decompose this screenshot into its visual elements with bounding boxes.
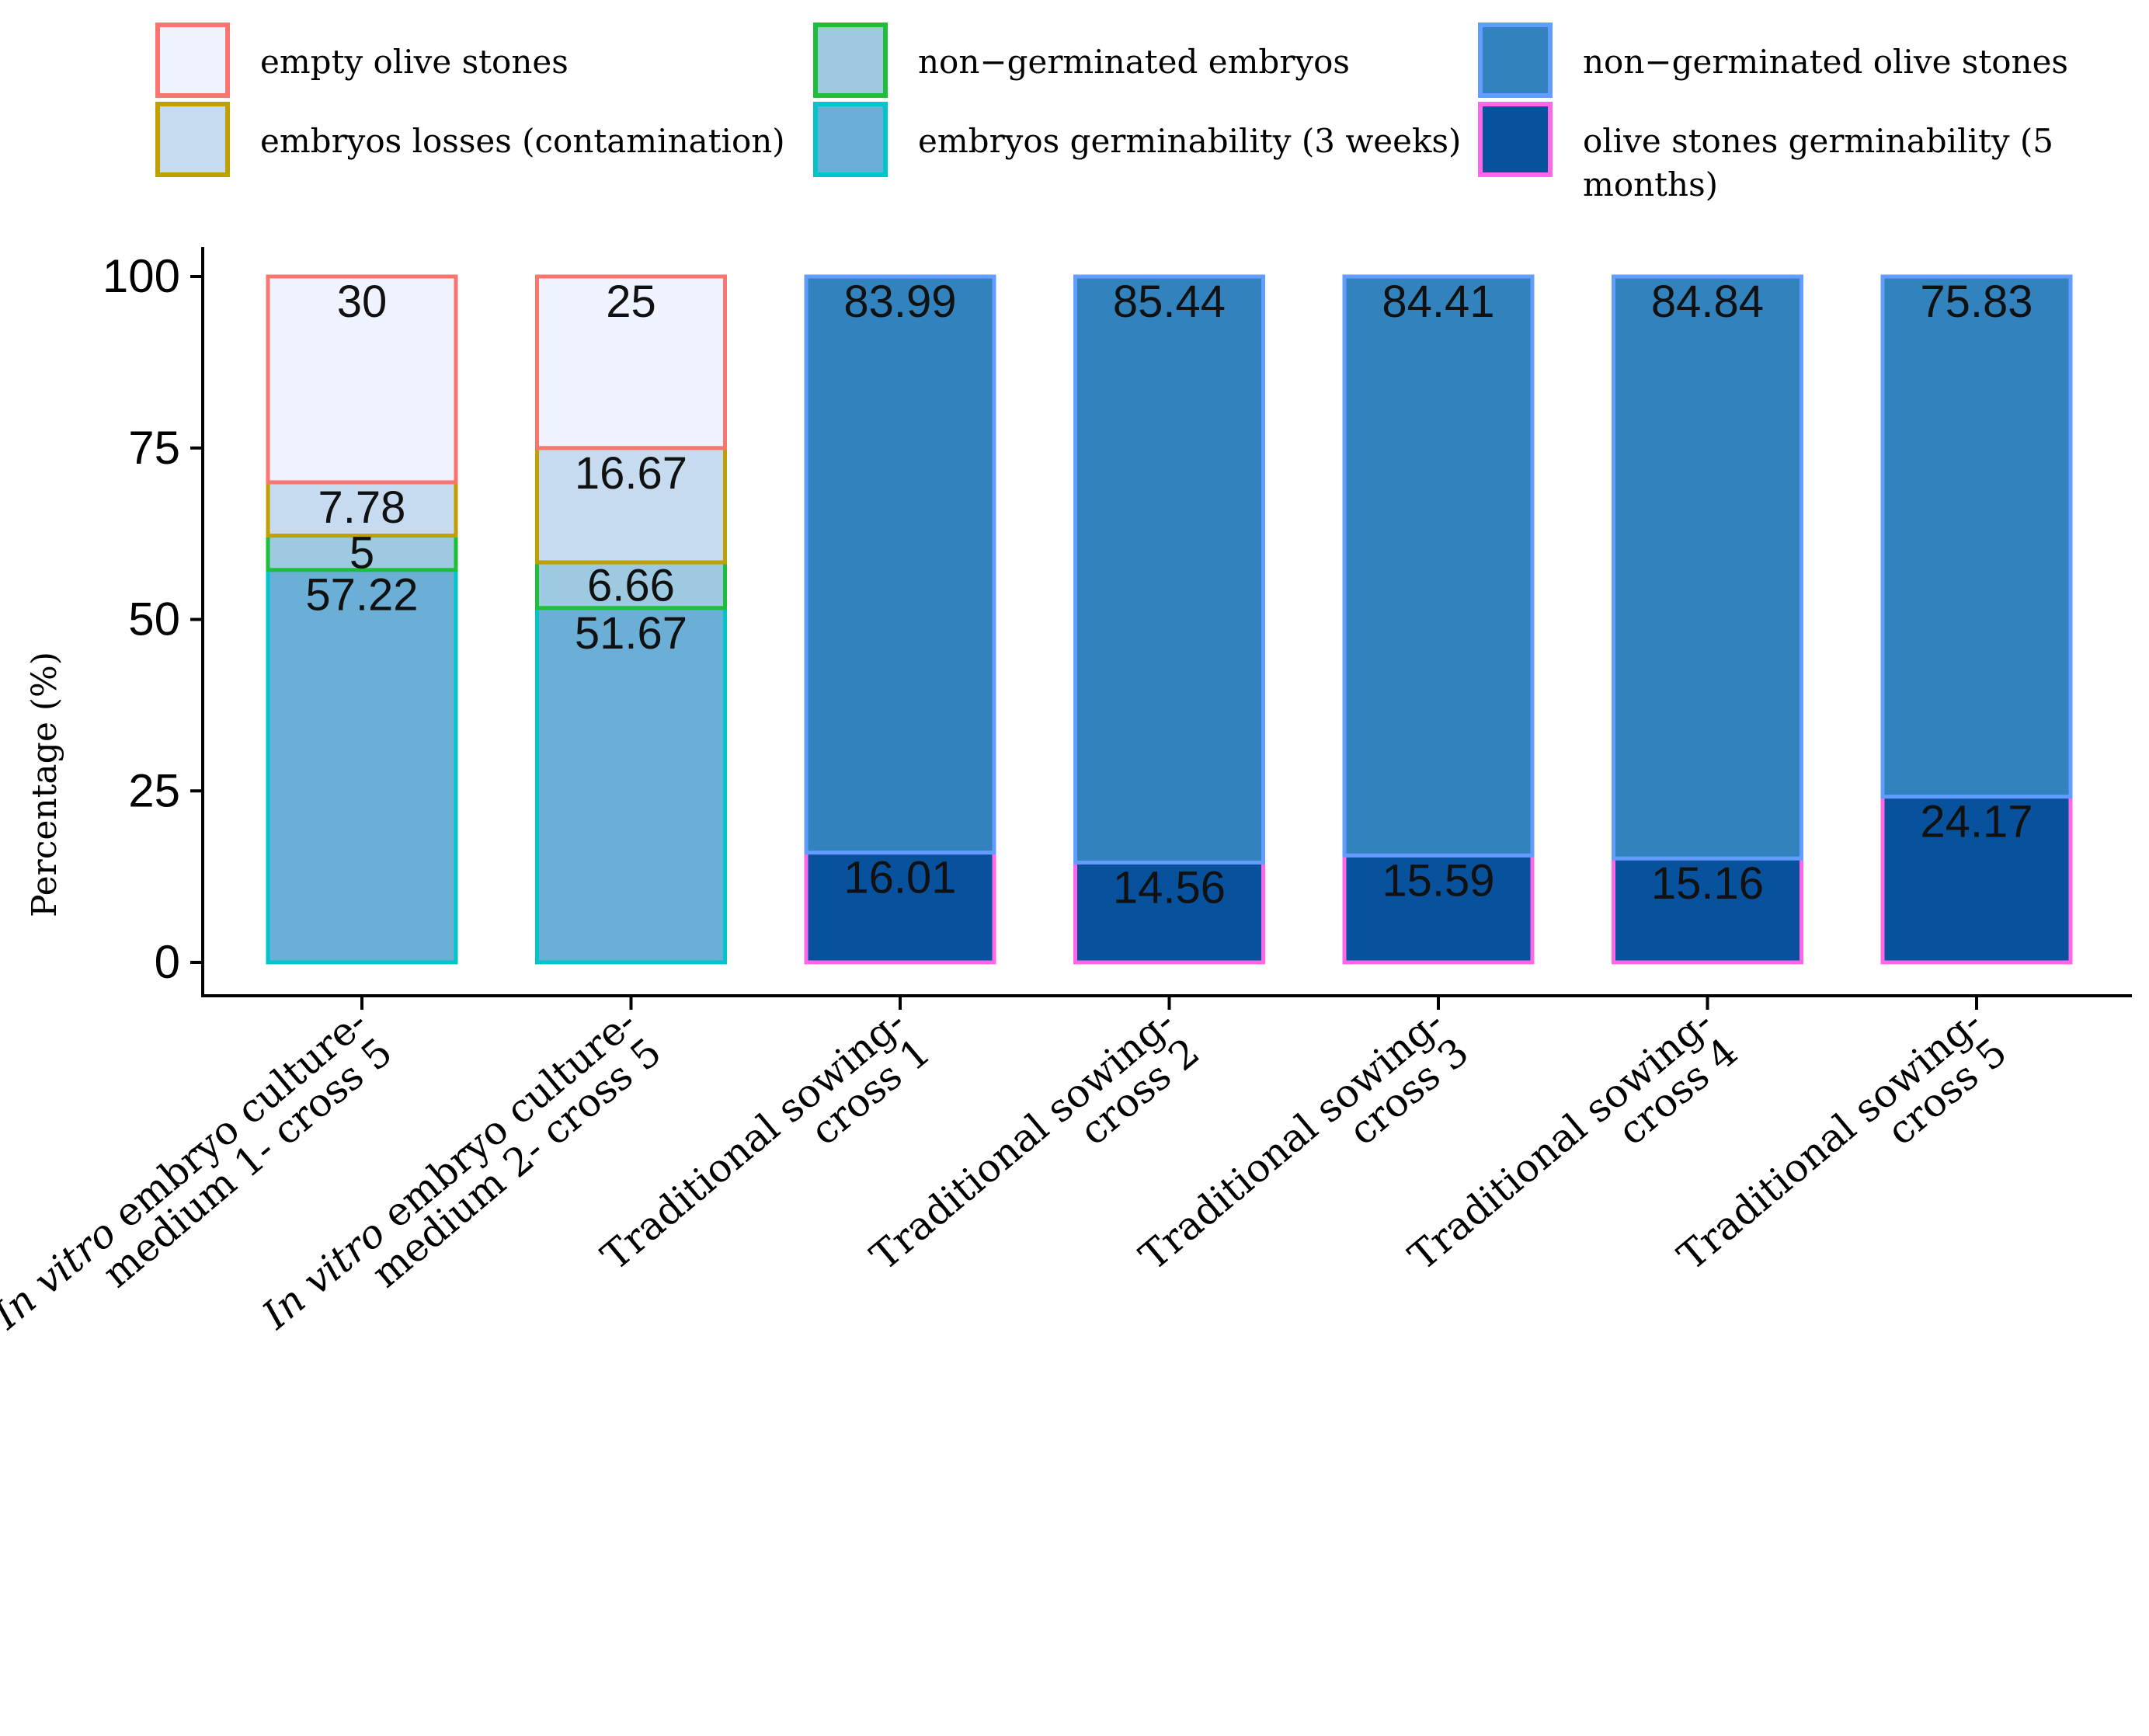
data-label: 15.59 <box>1382 855 1494 906</box>
legend: empty olive stones embryos losses (contam… <box>155 23 2068 204</box>
y-tick-label: 100 <box>103 250 180 302</box>
legend-label: non−germinated olive stones <box>1583 43 2068 81</box>
legend-swatch <box>813 102 888 177</box>
axes <box>201 247 2132 997</box>
bar-segment <box>1073 274 1265 865</box>
data-label: 16.67 <box>575 448 687 499</box>
bar-segment <box>804 851 996 965</box>
data-label: 14.56 <box>1113 862 1226 913</box>
data-label: 84.41 <box>1382 277 1494 327</box>
x-ticks: In vitro embryo culture-medium 1- cross … <box>0 996 2015 1368</box>
bar-segment <box>535 274 727 451</box>
legend-item: non−germinated embryos <box>813 23 1350 98</box>
x-tick-label-text: embryo culture- <box>365 1000 645 1245</box>
bar-segment <box>1073 860 1265 965</box>
bar-segment <box>535 560 727 611</box>
y-tick-label: 75 <box>128 422 180 474</box>
legend-label: embryos germinability (3 weeks) <box>918 122 1461 160</box>
legend-item: olive stones germinability (5 months) <box>1478 102 2053 204</box>
data-label: 83.99 <box>843 277 956 327</box>
bar-segment <box>266 568 458 965</box>
data-label: 51.67 <box>575 608 687 659</box>
bar-segment <box>804 274 996 855</box>
x-tick-label-text: embryo culture- <box>96 1000 376 1245</box>
data-label: 7.78 <box>318 482 406 533</box>
bar-segment <box>1880 274 2073 799</box>
legend-item: non−germinated olive stones <box>1478 23 2068 98</box>
legend-item: embryos losses (contamination) <box>155 102 785 177</box>
data-label: 6.66 <box>587 560 675 611</box>
data-label: 85.44 <box>1113 277 1226 327</box>
bar-segment <box>266 480 458 538</box>
y-tick-label: 0 <box>155 936 180 988</box>
legend-swatch <box>1478 23 1553 98</box>
data-label: 57.22 <box>305 570 418 621</box>
bar-segment <box>266 274 458 485</box>
x-tick-label: In vitro embryo culture-medium 1- cross … <box>0 1000 401 1368</box>
legend-label-line2: months) <box>1583 165 1718 204</box>
y-tick-label: 25 <box>128 764 180 816</box>
legend-item: empty olive stones <box>155 23 569 98</box>
legend-label: non−germinated embryos <box>918 43 1350 81</box>
y-tick-label: 50 <box>128 593 180 645</box>
legend-item: embryos germinability (3 weeks) <box>813 102 1461 177</box>
legend-swatch <box>1478 102 1553 177</box>
data-label: 15.16 <box>1651 858 1764 909</box>
bar-segment <box>266 534 458 572</box>
data-label: 16.01 <box>843 853 956 903</box>
legend-swatch <box>155 23 230 98</box>
bar-segment <box>1612 274 1803 861</box>
data-label: 5 <box>349 528 374 579</box>
legend-label: embryos losses (contamination) <box>260 122 785 160</box>
legend-label: olive stones germinability (5 <box>1583 122 2053 160</box>
legend-swatch <box>155 102 230 177</box>
y-axis-label: Percentage (%) <box>25 652 64 917</box>
bar-segment <box>1342 853 1535 965</box>
legend-swatch <box>813 23 888 98</box>
y-ticks: 0 25 50 75 100 <box>103 250 203 988</box>
bar-segment <box>1880 795 2073 965</box>
data-label: 30 <box>337 277 388 327</box>
data-label: 24.17 <box>1920 797 2033 847</box>
bar-segment <box>1342 274 1535 858</box>
legend-label: empty olive stones <box>260 43 569 81</box>
data-label: 75.83 <box>1920 277 2033 327</box>
data-label: 25 <box>606 277 656 327</box>
data-label: 84.84 <box>1651 277 1764 327</box>
bar-segment <box>535 606 727 965</box>
